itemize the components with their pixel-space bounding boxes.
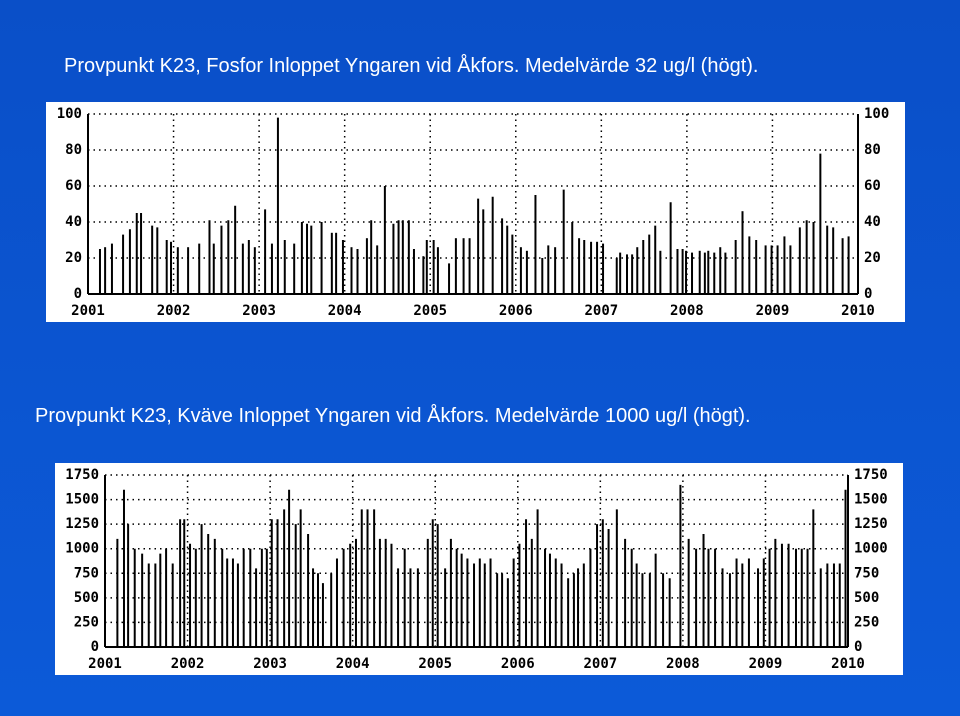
y-tick-label: 80: [65, 142, 82, 158]
x-tick-label: 2004: [328, 303, 362, 319]
chart-title: Provpunkt K23, Kväve Inloppet Yngaren vi…: [35, 404, 751, 427]
x-tick-label: 2003: [242, 303, 276, 319]
y-tick-label: 750: [74, 565, 99, 581]
y2-tick-label: 1000: [854, 541, 888, 557]
y-tick-label: 0: [74, 286, 82, 302]
y2-tick-label: 60: [864, 178, 881, 194]
y-tick-label: 250: [74, 614, 99, 630]
y2-tick-label: 40: [864, 214, 881, 230]
y2-tick-label: 0: [864, 286, 872, 302]
y2-tick-label: 80: [864, 142, 881, 158]
x-tick-label: 2008: [666, 656, 700, 672]
x-tick-label: 2007: [583, 656, 617, 672]
x-tick-label: 2006: [501, 656, 535, 672]
y2-tick-label: 750: [854, 565, 879, 581]
x-tick-label: 2005: [413, 303, 447, 319]
y2-tick-label: 100: [864, 106, 889, 122]
x-tick-label: 2002: [157, 303, 191, 319]
x-tick-label: 2001: [71, 303, 105, 319]
x-tick-label: 2010: [831, 656, 865, 672]
x-tick-label: 2001: [88, 656, 122, 672]
y-tick-label: 500: [74, 590, 99, 606]
y2-tick-label: 1500: [854, 492, 888, 508]
x-tick-label: 2009: [756, 303, 790, 319]
y2-tick-label: 0: [854, 639, 862, 655]
y-tick-label: 100: [57, 106, 82, 122]
chart-panel: [46, 102, 905, 322]
y-tick-label: 40: [65, 214, 82, 230]
x-tick-label: 2010: [841, 303, 875, 319]
y-tick-label: 1250: [65, 516, 99, 532]
x-tick-label: 2008: [670, 303, 704, 319]
x-tick-label: 2002: [171, 656, 205, 672]
y-tick-label: 1750: [65, 467, 99, 483]
y-tick-label: 1500: [65, 492, 99, 508]
x-tick-label: 2009: [749, 656, 783, 672]
y-tick-label: 60: [65, 178, 82, 194]
y2-tick-label: 1750: [854, 467, 888, 483]
y-tick-label: 20: [65, 250, 82, 266]
y2-tick-label: 20: [864, 250, 881, 266]
y-tick-label: 0: [91, 639, 99, 655]
y-tick-label: 1000: [65, 541, 99, 557]
chart-title: Provpunkt K23, Fosfor Inloppet Yngaren v…: [64, 54, 758, 77]
y2-tick-label: 250: [854, 614, 879, 630]
x-tick-label: 2005: [418, 656, 452, 672]
y2-tick-label: 1250: [854, 516, 888, 532]
y2-tick-label: 500: [854, 590, 879, 606]
x-tick-label: 2006: [499, 303, 533, 319]
x-tick-label: 2007: [584, 303, 618, 319]
x-tick-label: 2003: [253, 656, 287, 672]
x-tick-label: 2004: [336, 656, 370, 672]
